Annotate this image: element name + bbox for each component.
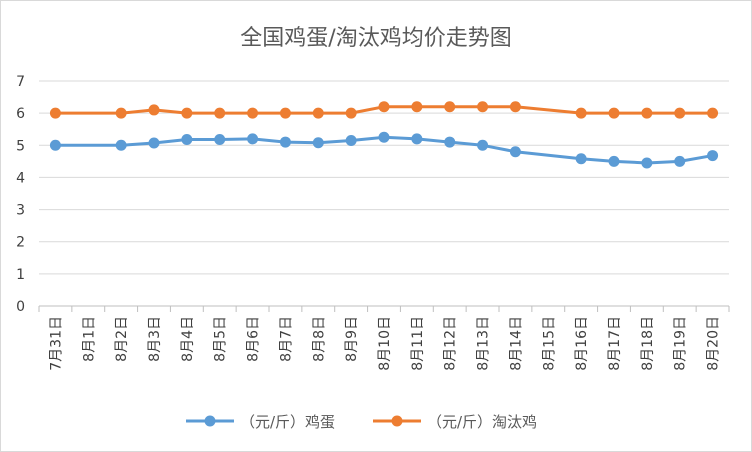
x-tick-label: 8月9日 (344, 316, 360, 362)
data-point (378, 131, 390, 143)
x-tick-label: 8月7日 (278, 316, 294, 362)
data-point (477, 139, 489, 151)
data-point (444, 136, 456, 148)
data-point (411, 101, 423, 113)
series-layer (49, 101, 719, 169)
data-point (707, 107, 719, 119)
data-point (641, 157, 653, 169)
y-tick-label: 7 (16, 74, 25, 90)
x-tick-label: 8月2日 (114, 316, 130, 362)
x-tick-label: 8月17日 (607, 316, 623, 371)
x-tick-label: 8月20日 (706, 316, 722, 371)
data-point (509, 146, 521, 158)
x-tick-label: 8月15日 (541, 316, 557, 371)
data-point (641, 107, 653, 119)
x-tick-label: 8月16日 (574, 316, 590, 371)
y-tick-label: 6 (16, 106, 25, 122)
x-tick-label: 8月4日 (180, 316, 196, 362)
axis-layer: 0 1 2 3 4 5 6 7 7月31日 8月1日 8月2日 8月3日 8月4日 8月5日 8月6日 8月7… (16, 74, 730, 371)
data-point (247, 133, 259, 145)
data-point (148, 104, 160, 116)
legend-entry: （元/斤）鸡蛋 (240, 413, 335, 431)
data-point (477, 101, 489, 113)
x-tick-label: 8月1日 (81, 316, 97, 362)
x-tick-label: 8月3日 (147, 316, 163, 362)
data-point (411, 133, 423, 145)
y-tick-label: 2 (16, 235, 25, 251)
x-tick-label: 8月12日 (443, 316, 459, 371)
legend: （元/斤）鸡蛋 （元/斤）淘汰鸡 (186, 413, 537, 431)
y-tick-label: 5 (16, 138, 25, 154)
data-point (378, 101, 390, 113)
data-point (115, 139, 127, 151)
data-point (312, 107, 324, 119)
x-tick-label: 8月5日 (213, 316, 229, 362)
y-tick-label: 1 (16, 267, 25, 283)
data-point (674, 107, 686, 119)
data-point (247, 107, 259, 119)
legend-entry: （元/斤）淘汰鸡 (427, 413, 537, 431)
data-point (148, 137, 160, 149)
x-tick-label: 8月19日 (673, 316, 689, 371)
data-point (279, 136, 291, 148)
x-tick-label: 8月6日 (246, 316, 262, 362)
data-point (181, 107, 193, 119)
data-point (707, 150, 719, 162)
data-point (49, 139, 61, 151)
y-tick-label: 0 (16, 299, 25, 315)
chart-title: 全国鸡蛋/淘汰鸡均价走势图 (240, 26, 511, 51)
x-tick-label: 8月10日 (377, 316, 393, 371)
data-point (181, 134, 193, 145)
y-tick-label: 4 (16, 170, 25, 186)
data-point (214, 107, 226, 119)
x-tick-label: 8月18日 (640, 316, 656, 371)
y-tick-label: 3 (16, 203, 25, 219)
x-tick-label: 7月31日 (48, 316, 64, 371)
data-point (312, 137, 324, 149)
legend-marker (204, 415, 216, 427)
data-point (509, 101, 521, 113)
data-point (608, 107, 620, 119)
x-tick-label: 8月8日 (311, 316, 327, 362)
data-point (214, 134, 226, 145)
data-point (575, 153, 587, 165)
x-tick-label: 8月11日 (410, 316, 426, 371)
data-point (279, 107, 291, 119)
data-point (345, 134, 357, 146)
data-point (345, 107, 357, 119)
data-point (575, 107, 587, 119)
data-point (674, 155, 686, 167)
data-point (608, 155, 620, 167)
x-tick-label: 8月14日 (508, 316, 524, 371)
data-point (115, 107, 127, 119)
legend-marker (391, 415, 403, 427)
data-point (444, 101, 456, 113)
data-point (49, 107, 61, 119)
x-tick-label: 8月13日 (476, 316, 492, 371)
